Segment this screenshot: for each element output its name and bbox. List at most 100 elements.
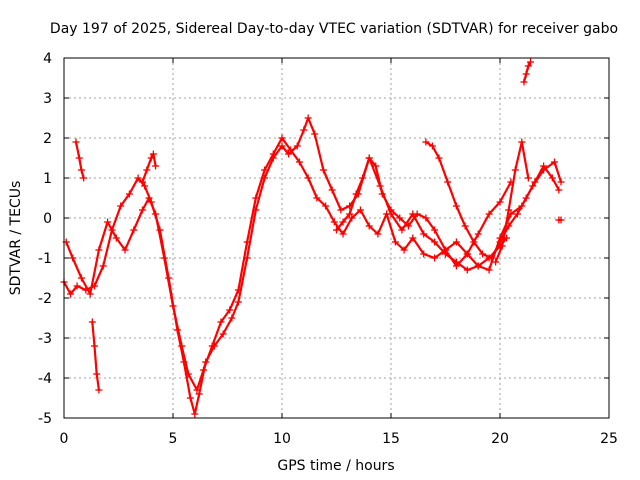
data-point xyxy=(339,218,347,226)
data-point xyxy=(304,174,312,182)
data-point xyxy=(304,114,312,122)
data-point xyxy=(261,166,269,174)
series-line xyxy=(424,140,561,260)
data-point xyxy=(452,202,460,210)
data-point xyxy=(130,226,138,234)
data-point xyxy=(531,178,539,186)
y-axis-label: SDTVAR / TECUs xyxy=(8,181,24,296)
series-line xyxy=(65,136,563,392)
data-point xyxy=(147,154,155,162)
data-point xyxy=(77,166,85,174)
data-point xyxy=(200,366,208,374)
data-point xyxy=(152,210,160,218)
x-tick-label: 5 xyxy=(169,431,178,447)
data-point xyxy=(313,194,321,202)
data-point xyxy=(442,246,449,254)
data-point xyxy=(372,162,380,170)
data-point xyxy=(387,206,395,214)
data-point xyxy=(112,234,120,242)
data-point xyxy=(95,386,103,394)
data-point xyxy=(337,206,345,214)
x-tick-label: 10 xyxy=(273,431,291,447)
data-point xyxy=(428,142,436,150)
data-point xyxy=(160,254,168,262)
data-point xyxy=(461,222,469,230)
data-point xyxy=(557,178,565,186)
series-trace-b xyxy=(62,134,565,394)
y-tick-label: -1 xyxy=(38,251,52,267)
data-point xyxy=(77,274,85,282)
data-point xyxy=(378,190,386,198)
data-point xyxy=(293,142,301,150)
data-point xyxy=(72,138,80,146)
data-point xyxy=(420,230,428,238)
series-trace-d xyxy=(422,138,563,262)
data-point xyxy=(99,262,107,270)
data-point xyxy=(278,142,286,150)
data-point xyxy=(252,194,260,202)
series-trace-h xyxy=(138,150,160,186)
data-point xyxy=(524,174,532,182)
data-point xyxy=(88,318,96,326)
data-point xyxy=(422,138,430,146)
data-point xyxy=(195,390,203,398)
data-point xyxy=(470,238,478,246)
data-point xyxy=(498,242,506,250)
y-tick-label: -3 xyxy=(38,331,52,347)
data-point xyxy=(243,238,251,246)
y-tick-label: 2 xyxy=(43,131,52,147)
data-point xyxy=(234,298,242,306)
data-point xyxy=(396,214,404,222)
data-point xyxy=(311,130,319,138)
data-point xyxy=(138,206,146,214)
data-point xyxy=(67,290,75,298)
data-point xyxy=(548,174,556,182)
data-point xyxy=(492,258,500,266)
series-trace-j xyxy=(555,216,565,224)
series-trace-f xyxy=(72,138,88,182)
series-trace-i xyxy=(520,58,535,86)
y-tick-label: 1 xyxy=(43,171,52,187)
data-point xyxy=(522,70,530,78)
data-point xyxy=(511,166,519,174)
data-point xyxy=(295,158,303,166)
x-tick-label: 0 xyxy=(60,431,69,447)
data-point xyxy=(422,214,430,222)
data-point xyxy=(328,186,336,194)
data-point xyxy=(356,206,364,214)
series-line xyxy=(91,320,101,392)
data-point xyxy=(524,62,532,70)
data-point xyxy=(452,262,460,270)
data-point xyxy=(485,266,493,274)
x-tick-label: 20 xyxy=(491,431,509,447)
data-point xyxy=(169,302,177,310)
data-point xyxy=(186,394,194,402)
data-point xyxy=(300,126,308,134)
data-point xyxy=(322,202,330,210)
data-point xyxy=(91,342,99,350)
data-point xyxy=(134,174,142,182)
data-point xyxy=(75,154,83,162)
data-point xyxy=(143,166,151,174)
series-trace-a xyxy=(60,114,511,418)
data-point xyxy=(540,162,548,170)
data-point xyxy=(431,226,439,234)
data-point xyxy=(125,190,133,198)
data-point xyxy=(474,262,482,270)
data-point xyxy=(435,154,443,162)
data-point xyxy=(178,342,186,350)
data-point xyxy=(95,246,103,254)
data-point xyxy=(431,254,439,262)
data-point xyxy=(365,222,373,230)
data-point xyxy=(420,250,428,258)
x-axis-label: GPS time / hours xyxy=(277,458,394,474)
data-point xyxy=(505,206,513,214)
data-point xyxy=(287,146,295,154)
data-point xyxy=(138,178,146,186)
data-point xyxy=(413,210,421,218)
grid xyxy=(64,58,609,418)
axis-ticks: 0 5 10 15 20 25 -5 -4 -3 -2 -1 0 1 2 3 4 xyxy=(38,51,618,447)
data-point xyxy=(463,266,471,274)
data-point xyxy=(365,154,373,162)
data-point xyxy=(234,286,242,294)
